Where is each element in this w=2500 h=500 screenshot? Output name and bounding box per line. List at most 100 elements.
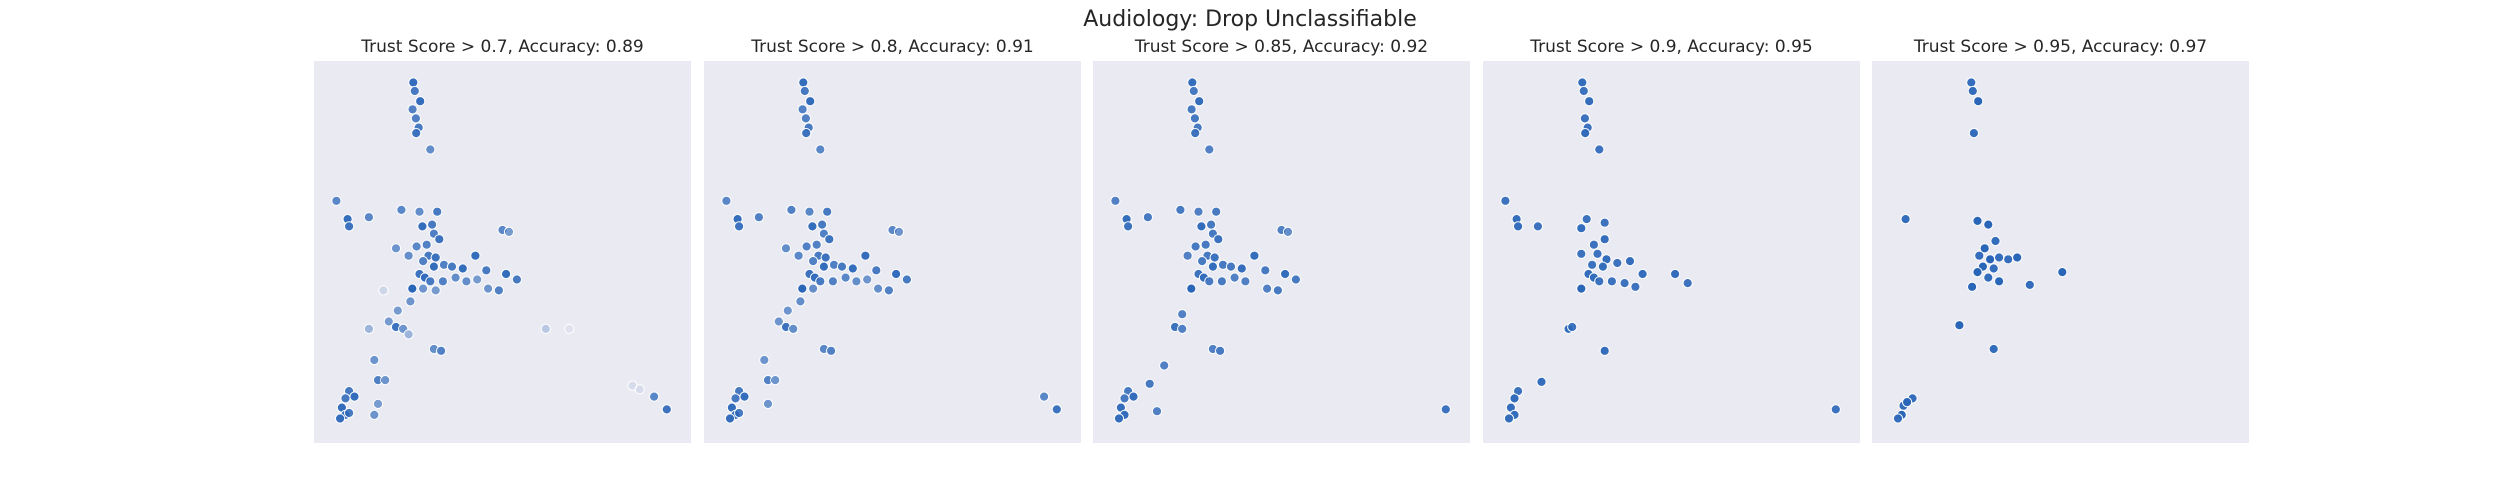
scatter-point (414, 206, 425, 217)
scatter-panel-5: Trust Score > 0.95, Accuracy: 0.97 (1872, 37, 2249, 443)
panel-title: Trust Score > 0.9, Accuracy: 0.95 (1529, 37, 1812, 57)
scatter-point (1262, 283, 1273, 294)
scatter-point (1204, 276, 1215, 287)
scatter-point (817, 219, 828, 230)
panel-title: Trust Score > 0.7, Accuracy: 0.89 (360, 37, 643, 57)
scatter-point (795, 296, 806, 307)
scatter-point (788, 323, 799, 334)
scatter-point (1567, 321, 1578, 333)
scatter-point (739, 391, 750, 402)
scatter-point (428, 261, 439, 272)
scatter-point (407, 104, 418, 115)
scatter-point (901, 274, 913, 285)
scatter-point (815, 276, 826, 287)
scatter-point (1211, 206, 1222, 217)
scatter-point (2003, 254, 2014, 265)
scatter-point (891, 268, 902, 280)
scatter-point (1204, 144, 1215, 155)
scatter-point (1990, 235, 2001, 247)
scatter-point (446, 261, 458, 272)
scatter-point (1189, 113, 1201, 124)
scatter-point (1249, 250, 1260, 261)
scatter-point (1536, 376, 1547, 387)
scatter-point (1187, 77, 1198, 88)
scatter-point (1186, 104, 1197, 115)
scatter-point (1123, 221, 1134, 232)
scatter-point (344, 221, 355, 232)
scatter-point (2057, 267, 2068, 278)
scatter-point (410, 113, 421, 124)
scatter-point (369, 409, 380, 420)
scatter-point (1175, 204, 1186, 215)
scatter-point (1584, 96, 1595, 107)
scatter-point (1967, 281, 1978, 292)
scatter-point (403, 329, 414, 340)
scatter-point (1236, 263, 1247, 274)
scatter-point (1190, 241, 1201, 252)
scatter-point (1630, 281, 1641, 292)
scatter-point (415, 96, 426, 107)
scatter-point (1225, 261, 1237, 272)
scatter-point (1988, 343, 1999, 355)
scatter-point (1182, 250, 1193, 261)
scatter-panel-4: Trust Score > 0.9, Accuracy: 0.95 (1483, 37, 1860, 443)
scatter-point (1196, 221, 1207, 232)
panel-background (1872, 61, 2249, 443)
scatter-point (759, 354, 770, 366)
scatter-point (483, 283, 494, 294)
scatter-point (1994, 276, 2005, 287)
scatter-point (409, 85, 420, 97)
scatter-point (1509, 393, 1520, 404)
scatter-point (1954, 320, 1965, 331)
scatter-point (1579, 113, 1591, 124)
scatter-point (461, 276, 472, 287)
scatter-point (1587, 259, 1598, 270)
scatter-point (1190, 128, 1201, 139)
panel-title: Trust Score > 0.85, Accuracy: 0.92 (1134, 37, 1428, 57)
scatter-point (1606, 276, 1618, 287)
scatter-point (1967, 85, 1978, 97)
scatter-point (405, 296, 416, 307)
scatter-point (450, 272, 461, 283)
scatter-point (1144, 378, 1155, 389)
scatter-point (1576, 248, 1587, 259)
scatter-point (383, 316, 394, 327)
scatter-point (1159, 360, 1170, 371)
scatter-point (411, 241, 422, 252)
scatter-point (1599, 234, 1610, 245)
scatter-point (1051, 404, 1062, 415)
scatter-point (836, 261, 848, 272)
scatter-point (1039, 391, 1050, 402)
scatter-point (808, 256, 819, 267)
scatter-point (1194, 96, 1205, 107)
scatter-point (390, 243, 402, 254)
scatter-point (1290, 274, 1302, 285)
scatter-point (425, 144, 436, 155)
panels-group: Trust Score > 0.7, Accuracy: 0.89 Trust S… (314, 37, 2249, 443)
scatter-point (472, 274, 483, 285)
scatter-point (1188, 85, 1199, 97)
scatter-point (1968, 128, 1980, 139)
scatter-point (1983, 272, 1994, 283)
scatter-point (411, 128, 422, 139)
scatter-point (734, 221, 745, 232)
scatter-point (1207, 261, 1219, 272)
scatter-point (1966, 77, 1977, 88)
scatter-point (893, 226, 905, 237)
scatter-point (344, 407, 355, 419)
scatter-point (1988, 263, 1999, 274)
scatter-point (378, 285, 389, 296)
scatter-point (335, 413, 346, 424)
scatter-point (780, 243, 792, 254)
scatter-point (1599, 217, 1610, 228)
scatter-point (501, 268, 512, 280)
scatter-point (805, 96, 816, 107)
scatter-point (1576, 223, 1587, 234)
scatter-point (873, 283, 884, 294)
scatter-point (1229, 272, 1240, 283)
scatter-point (883, 285, 895, 296)
panel-title: Trust Score > 0.8, Accuracy: 0.91 (750, 37, 1033, 57)
scatter-point (1972, 215, 1983, 226)
scatter-point (840, 272, 851, 283)
scatter-point (724, 413, 736, 424)
